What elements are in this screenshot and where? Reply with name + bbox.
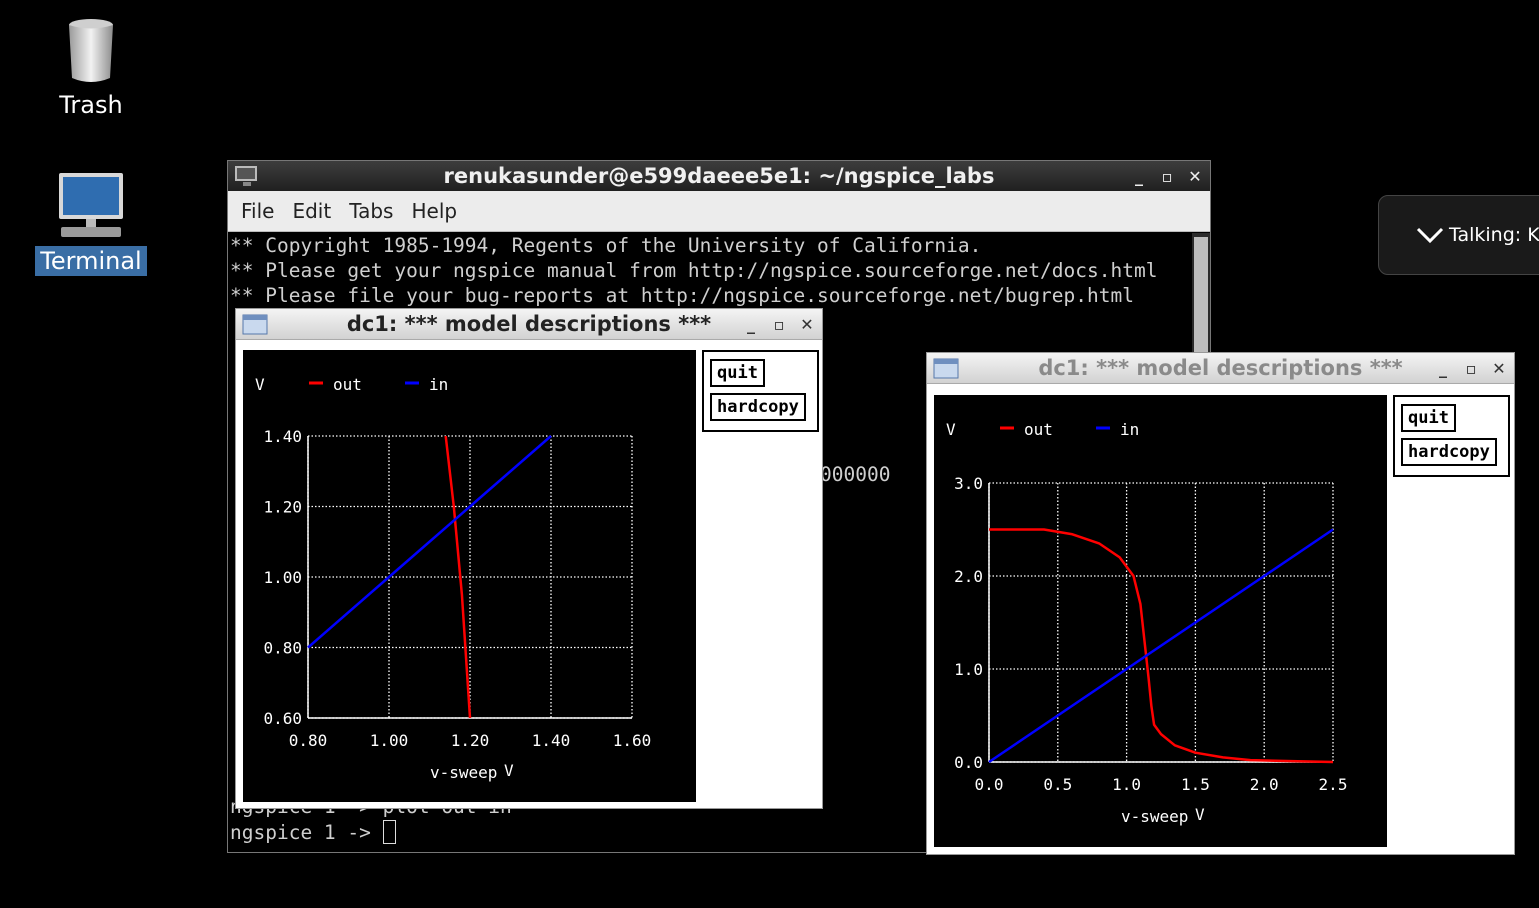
- y-tick-label: 0.60: [263, 709, 302, 728]
- terminal-titlebar[interactable]: renukasunder@e599daeee5e1: ~/ngspice_lab…: [228, 161, 1210, 191]
- window-icon: [933, 358, 959, 379]
- y-axis-label: V: [255, 375, 265, 394]
- terminal-output[interactable]: ** Copyright 1985-1994, Regents of the U…: [228, 232, 1210, 844]
- plot1-canvas: 0.80 1.00 1.20 1.40 1.60 0.60 0.80 1.00 1.20 1.40…: [243, 350, 696, 802]
- x-axis-unit: V: [1195, 805, 1205, 824]
- maximize-icon[interactable]: ▫: [1161, 166, 1173, 186]
- plot-window-1[interactable]: dc1: *** model descriptions *** _ ▫ ✕ 0.…: [235, 308, 823, 809]
- x-tick-label: 1.40: [532, 731, 571, 750]
- series-line-out: [444, 435, 472, 719]
- y-tick-label: 1.0: [954, 660, 983, 679]
- x-axis-unit: V: [504, 761, 514, 780]
- y-tick-label: 1.00: [263, 568, 302, 587]
- minimize-icon[interactable]: _: [1439, 358, 1447, 378]
- terminal-line: ** Please file your bug-reports at http:…: [230, 284, 1134, 307]
- y-tick-label: 2.0: [954, 567, 983, 586]
- menu-file[interactable]: File: [241, 199, 275, 223]
- terminal-app-icon: [235, 166, 257, 186]
- x-axis-label: v-sweep: [1121, 807, 1188, 826]
- hardcopy-button[interactable]: hardcopy: [1401, 438, 1497, 466]
- chevron-down-icon[interactable]: [1415, 225, 1445, 245]
- minimize-icon[interactable]: _: [747, 314, 755, 334]
- y-tick-label: 0.80: [263, 639, 302, 658]
- quit-button[interactable]: quit: [1401, 404, 1456, 432]
- trash-icon: [69, 19, 113, 82]
- y-tick-label: 1.20: [263, 498, 302, 517]
- y-tick-label: 0.0: [954, 753, 983, 772]
- terminal-menubar: File Edit Tabs Help: [228, 191, 1210, 232]
- minimize-icon[interactable]: _: [1135, 166, 1143, 186]
- legend-label: out: [1024, 420, 1053, 439]
- close-icon[interactable]: ✕: [800, 314, 814, 334]
- legend-label: in: [1120, 420, 1139, 439]
- text-cursor: [382, 820, 396, 844]
- y-tick-label: 3.0: [954, 474, 983, 493]
- hardcopy-button[interactable]: hardcopy: [710, 393, 806, 421]
- trash-label: Trash: [59, 91, 123, 119]
- notification-text: Talking: Ku: [1449, 224, 1539, 246]
- x-tick-label: 1.00: [370, 731, 409, 750]
- terminal-label: Terminal: [35, 246, 147, 276]
- plot1-titlebar[interactable]: dc1: *** model descriptions *** _ ▫ ✕: [236, 309, 822, 340]
- x-tick-label: 0.0: [975, 775, 1004, 794]
- monitor-icon: [59, 173, 123, 237]
- maximize-icon[interactable]: ▫: [773, 314, 785, 334]
- desktop-icon-terminal[interactable]: Terminal: [26, 170, 156, 276]
- terminal-prompt: ngspice 1 ->: [230, 820, 383, 844]
- plot2-titlebar[interactable]: dc1: *** model descriptions *** _ ▫ ✕: [927, 353, 1514, 384]
- desktop-icon-trash[interactable]: Trash: [26, 18, 156, 120]
- plot2-title: dc1: *** model descriptions ***: [1038, 356, 1403, 380]
- plot1-button-panel: quit hardcopy: [702, 350, 819, 432]
- terminal-line: ** Copyright 1985-1994, Regents of the U…: [230, 234, 982, 257]
- maximize-icon[interactable]: ▫: [1465, 358, 1477, 378]
- x-tick-label: 2.5: [1319, 775, 1348, 794]
- series-line-out: [989, 528, 1334, 764]
- plot-window-2[interactable]: dc1: *** model descriptions *** _ ▫ ✕ 0.…: [926, 352, 1515, 855]
- terminal-partial-output: 000000: [820, 463, 891, 486]
- x-tick-label: 2.0: [1250, 775, 1279, 794]
- series-line-in: [307, 435, 552, 649]
- notification-toast[interactable]: Talking: Ku: [1378, 195, 1539, 275]
- y-axis-label: V: [946, 420, 956, 439]
- x-axis-label: v-sweep: [430, 763, 497, 782]
- close-icon[interactable]: ✕: [1188, 166, 1202, 186]
- x-tick-label: 1.0: [1112, 775, 1141, 794]
- terminal-title: renukasunder@e599daeee5e1: ~/ngspice_lab…: [443, 164, 995, 188]
- plot1-title: dc1: *** model descriptions ***: [346, 312, 712, 336]
- terminal-line: ** Please get your ngspice manual from h…: [230, 259, 1158, 282]
- menu-edit[interactable]: Edit: [292, 199, 332, 223]
- menu-tabs[interactable]: Tabs: [349, 199, 394, 223]
- y-tick-label: 1.40: [263, 427, 302, 446]
- x-tick-label: 1.20: [451, 731, 490, 750]
- window-icon: [242, 314, 268, 335]
- plot2-button-panel: quit hardcopy: [1393, 395, 1510, 477]
- x-tick-label: 0.80: [289, 731, 328, 750]
- legend-label: out: [333, 375, 362, 394]
- quit-button[interactable]: quit: [710, 359, 765, 387]
- x-tick-label: 1.60: [613, 731, 652, 750]
- legend-label: in: [429, 375, 448, 394]
- series-line-in: [988, 528, 1334, 764]
- close-icon[interactable]: ✕: [1492, 358, 1506, 378]
- x-tick-label: 0.5: [1043, 775, 1072, 794]
- menu-help[interactable]: Help: [411, 199, 458, 223]
- x-tick-label: 1.5: [1181, 775, 1210, 794]
